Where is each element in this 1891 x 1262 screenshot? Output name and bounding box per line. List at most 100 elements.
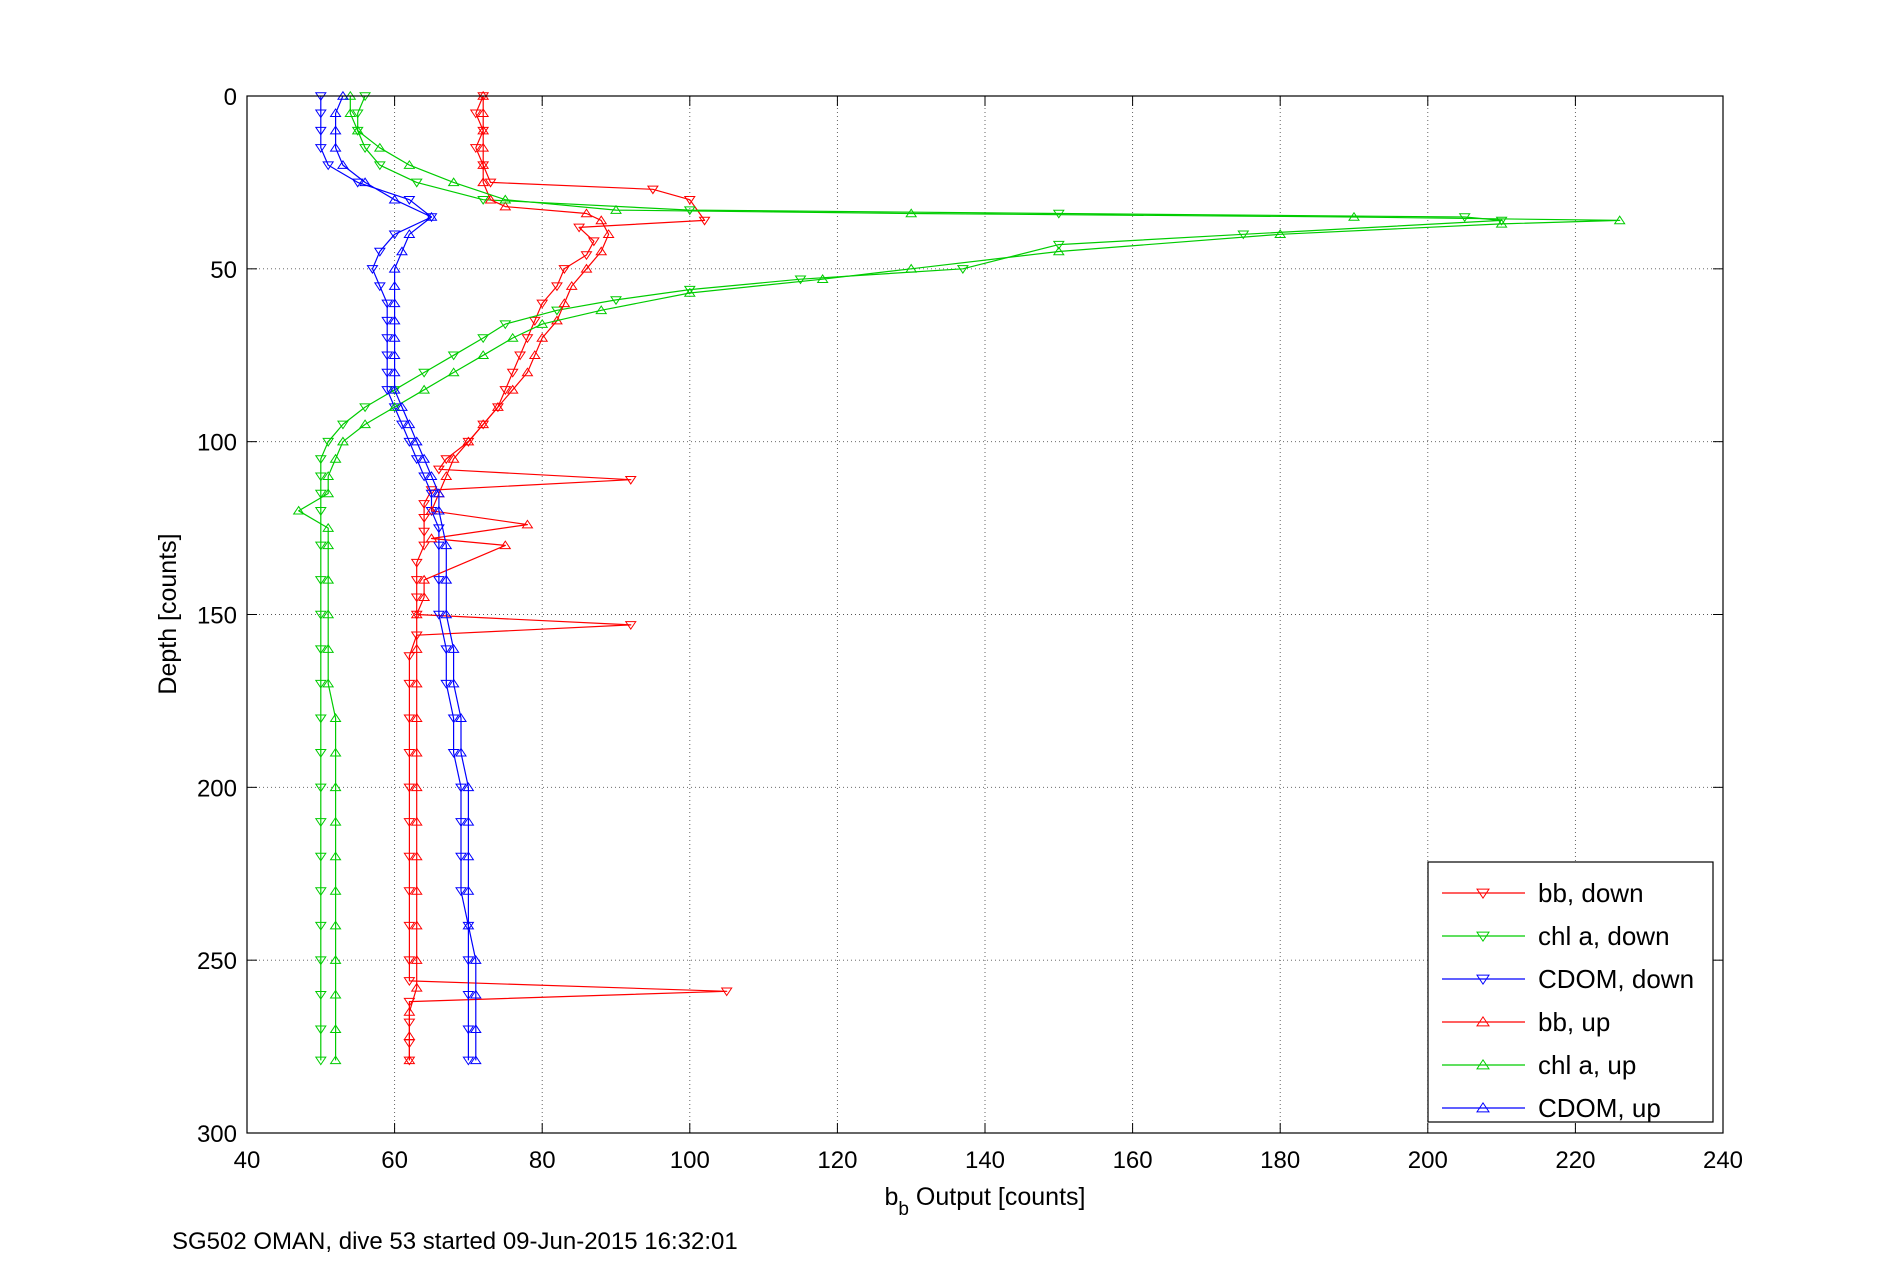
data-point [351,125,364,135]
data-point [388,263,401,273]
data-point [314,645,327,655]
data-point [403,679,416,689]
data-point [403,921,416,931]
data-point [432,541,445,551]
x-axis-label: bb Output [counts] [885,1183,1086,1220]
data-point [418,574,431,584]
data-point [322,574,335,584]
data-point [329,920,342,930]
data-point [396,420,408,430]
data-point [359,144,372,154]
data-point [462,1056,475,1066]
legend-label: bb, down [1538,878,1644,908]
data-point [551,282,563,292]
data-point [329,142,342,152]
series-layer [292,90,1626,1066]
data-point [469,1055,482,1065]
data-point [329,453,342,463]
x-tick-label: 120 [817,1147,857,1174]
data-point [447,453,460,463]
y-tick-label: 250 [197,948,237,975]
data-point [499,320,512,330]
data-point [440,574,453,584]
data-point [322,540,335,550]
y-tick-label: 0 [224,84,237,111]
data-point [432,465,445,475]
data-point [447,678,460,688]
data-point [447,749,460,758]
data-point [337,420,349,430]
data-point [477,142,490,152]
data-point [403,437,416,447]
data-point [432,505,445,515]
series-4 [292,90,1626,1065]
data-point [477,350,490,359]
data-point [314,455,327,465]
data-point [462,437,475,447]
data-point [432,488,445,498]
data-point [314,610,327,620]
data-point [477,334,490,344]
data-point [477,195,490,205]
data-point [440,471,453,480]
data-point [373,282,386,292]
x-tick-label: 240 [1703,1147,1743,1174]
data-point [440,609,453,619]
data-point [344,108,357,118]
data-point [410,178,423,188]
data-point [314,1025,327,1035]
data-point [329,851,342,861]
data-point [410,955,423,964]
data-point [491,403,504,413]
data-point [381,334,394,344]
data-point [373,142,386,152]
data-point [610,296,622,306]
legend-marker [1476,1101,1490,1113]
data-point [403,783,416,793]
data-point [410,920,423,930]
data-point [314,507,327,516]
x-tick-label: 160 [1113,1147,1153,1174]
data-point [314,714,327,724]
data-point [410,593,423,603]
data-point [536,299,549,309]
data-point [462,956,475,966]
data-point [403,1006,416,1016]
data-point [447,367,460,377]
series-line [298,96,1621,1061]
data-point [322,643,335,653]
legend-label: chl a, down [1538,921,1670,951]
data-point [425,505,438,515]
data-point [462,990,475,1000]
data-point [469,109,482,119]
data-point [418,384,431,394]
data-point [491,401,504,411]
data-point [314,489,327,499]
data-point [381,386,394,395]
data-point [720,987,733,997]
data-point [624,475,637,485]
data-point [469,955,482,964]
data-point [499,194,512,204]
data-point [514,351,526,361]
data-point [477,108,490,118]
data-point [418,472,431,482]
data-point [410,885,423,895]
data-point [329,108,342,118]
data-point [388,350,401,359]
data-point [499,201,512,211]
data-point [366,265,379,274]
data-point [447,643,460,653]
data-point [624,621,637,631]
data-point [432,610,445,620]
data-point [403,419,416,429]
data-point [447,351,460,361]
data-point [381,351,394,361]
data-point [558,298,571,308]
legend-item: CDOM, up [1442,1093,1661,1123]
data-point [403,229,416,239]
data-point [573,223,586,233]
data-point [462,851,475,861]
data-point [351,109,364,119]
data-point [602,229,615,239]
